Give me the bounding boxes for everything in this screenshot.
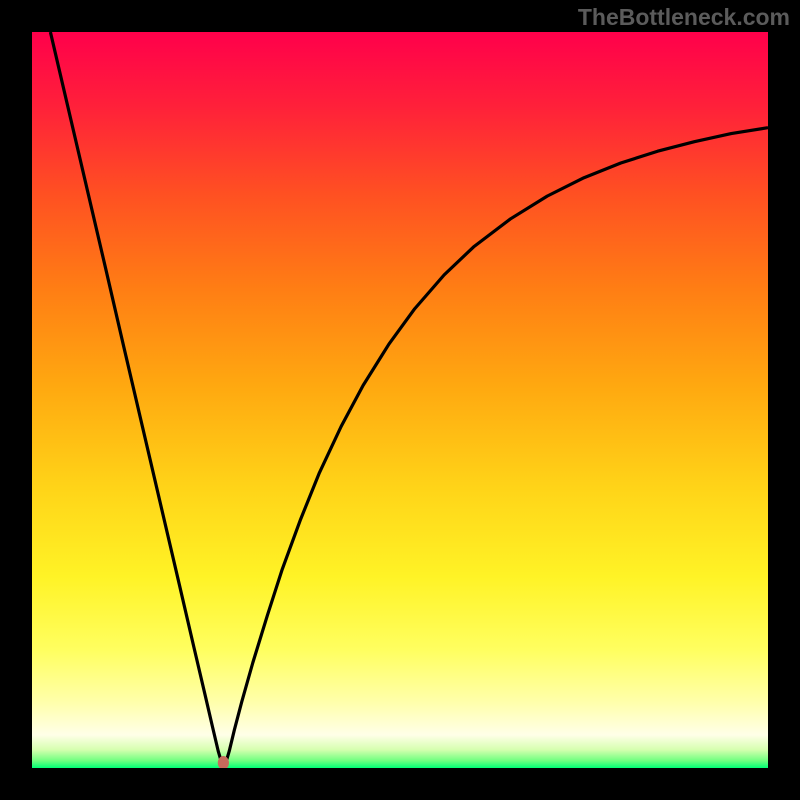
bottleneck-chart bbox=[32, 32, 768, 768]
chart-root: { "watermark": { "text": "TheBottleneck.… bbox=[0, 0, 800, 800]
watermark-label: TheBottleneck.com bbox=[578, 4, 790, 31]
gradient-background bbox=[32, 32, 768, 768]
